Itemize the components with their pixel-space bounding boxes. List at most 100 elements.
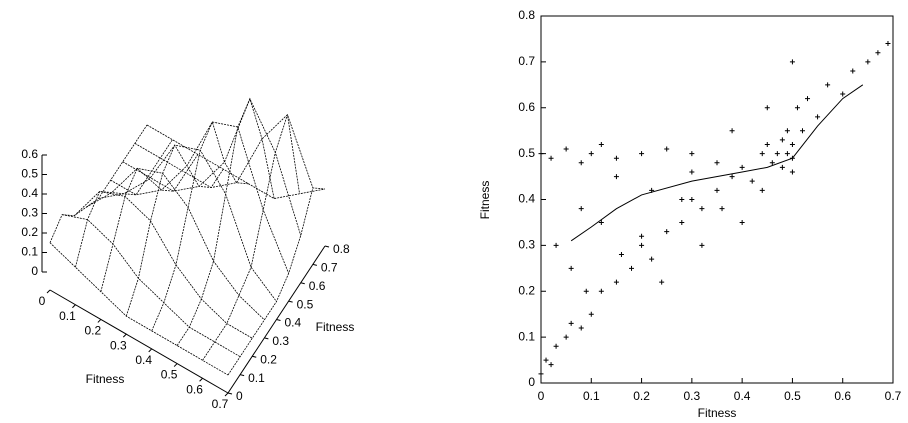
point — [774, 151, 780, 157]
y-tick-label: 0.4 — [518, 192, 535, 206]
point — [789, 59, 795, 65]
x-tick-label: 0.5 — [784, 389, 801, 403]
y-tick-label: 0.4 — [285, 316, 302, 330]
y-tick-label: 0.6 — [518, 100, 535, 114]
y-tick-label: 0.6 — [309, 279, 326, 293]
surface-line — [110, 121, 289, 274]
x-tick — [122, 333, 127, 338]
surface-line — [202, 114, 300, 361]
point — [699, 206, 705, 212]
point — [543, 357, 549, 363]
x-tick-label: 0.1 — [59, 309, 76, 323]
point — [553, 242, 559, 248]
y-tick — [312, 263, 317, 266]
y-tick — [288, 300, 293, 303]
x-tick-label: 0.3 — [110, 338, 127, 352]
point — [689, 151, 695, 157]
point — [789, 169, 795, 175]
x-tick — [173, 363, 178, 367]
point — [639, 151, 645, 157]
point — [689, 197, 695, 202]
point — [659, 279, 665, 285]
y-tick — [264, 337, 269, 340]
scatter-y-label: Fitness — [478, 181, 492, 220]
point — [815, 114, 821, 120]
z-tick-label: 0.4 — [21, 186, 38, 200]
point — [739, 164, 745, 170]
x-tick-label: 0.7 — [885, 389, 902, 403]
surface-x-label: Fitness — [86, 372, 125, 386]
point — [699, 242, 705, 248]
point — [548, 362, 554, 368]
y-tick — [240, 374, 245, 377]
x-tick — [46, 289, 51, 294]
point — [714, 187, 720, 193]
x-tick-label: 0.5 — [161, 368, 178, 382]
point — [629, 265, 635, 271]
point — [613, 279, 619, 285]
point — [613, 174, 619, 180]
point — [759, 187, 765, 193]
y-tick-label: 0.5 — [297, 297, 314, 311]
y-tick-label: 0 — [236, 389, 243, 403]
x-tick-label: 0.4 — [734, 389, 751, 403]
point — [885, 41, 891, 47]
point — [679, 197, 685, 202]
point — [749, 178, 755, 184]
surface-line — [49, 242, 229, 376]
point — [639, 233, 645, 239]
surface-y-label: Fitness — [316, 320, 355, 334]
point — [553, 343, 559, 349]
x-tick-label: 0.4 — [135, 353, 152, 367]
surface-line — [86, 167, 265, 321]
y-tick-label: 0.3 — [272, 334, 289, 348]
point — [729, 128, 735, 134]
point — [563, 334, 569, 340]
surface-line — [134, 113, 314, 189]
surface-line — [100, 154, 199, 292]
point — [784, 128, 790, 134]
point — [598, 288, 604, 294]
z-tick-label: 0.2 — [21, 225, 38, 239]
point — [563, 146, 569, 152]
point — [875, 50, 881, 56]
point — [739, 219, 745, 225]
x-tick — [97, 319, 102, 323]
point — [568, 265, 574, 271]
z-tick-label: 0.6 — [21, 147, 38, 161]
x-tick-label: 0.2 — [85, 324, 102, 338]
y-tick-label: 0.5 — [518, 146, 535, 160]
point — [840, 91, 846, 97]
point — [639, 242, 645, 248]
y-tick-label: 0.8 — [518, 8, 535, 22]
point — [568, 320, 574, 326]
point — [578, 206, 584, 212]
fit-line — [570, 84, 864, 242]
point — [729, 174, 735, 180]
point — [719, 206, 725, 212]
surface-line — [146, 124, 326, 199]
point — [799, 128, 805, 134]
surface-line — [62, 214, 241, 357]
surface-line — [151, 120, 249, 332]
z-tick-label: 0.5 — [21, 167, 38, 181]
y-tick-label: 0.8 — [333, 242, 350, 256]
surface-line — [122, 97, 302, 236]
y-tick-label: 0.7 — [518, 54, 535, 68]
x-tick-label: 0.1 — [583, 389, 600, 403]
point — [578, 325, 584, 331]
y-tick-label: 0.1 — [248, 371, 265, 385]
point — [613, 155, 619, 161]
y-tick-label: 0 — [528, 375, 535, 389]
point — [865, 59, 871, 65]
point — [764, 105, 770, 111]
x-tick-label: 0 — [39, 294, 46, 308]
point — [538, 371, 544, 377]
x-tick-label: 0.6 — [834, 389, 851, 403]
z-tick-label: 0.3 — [21, 206, 38, 220]
surface-line — [75, 139, 173, 268]
y-tick — [324, 245, 330, 248]
x-tick — [199, 377, 203, 382]
